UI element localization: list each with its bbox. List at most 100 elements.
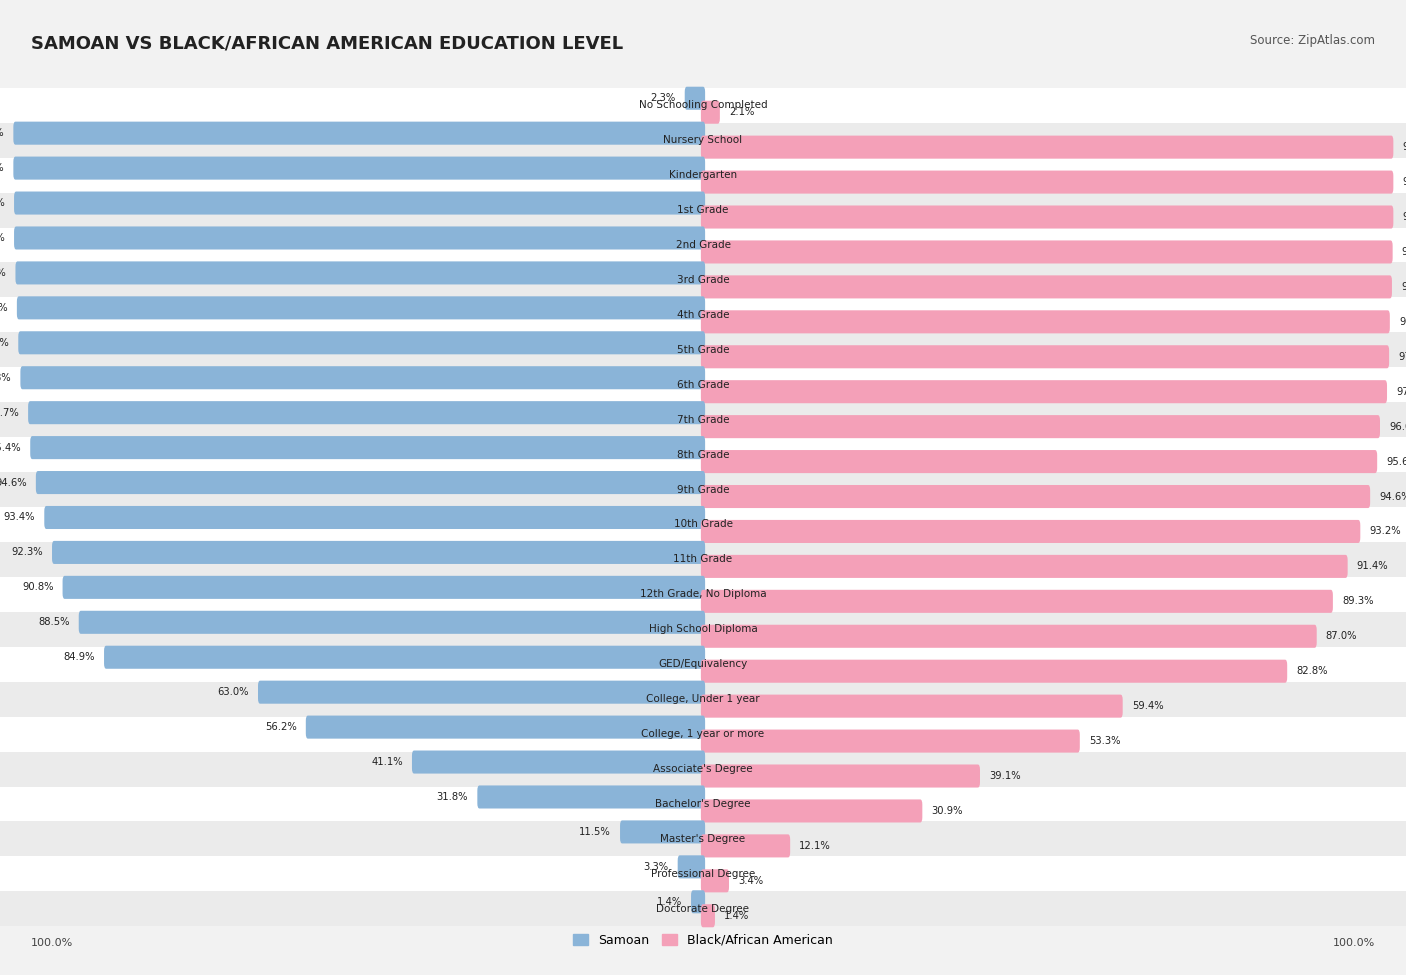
Text: 92.3%: 92.3% [11,547,44,558]
FancyBboxPatch shape [702,380,1388,404]
FancyBboxPatch shape [14,122,706,144]
FancyBboxPatch shape [620,820,706,843]
Text: Kindergarten: Kindergarten [669,170,737,180]
FancyBboxPatch shape [30,436,706,459]
Bar [0,402,1406,437]
Bar [0,88,1406,123]
Text: 97.3%: 97.3% [1398,352,1406,362]
FancyBboxPatch shape [702,310,1389,333]
Legend: Samoan, Black/African American: Samoan, Black/African American [568,929,838,952]
FancyBboxPatch shape [702,694,1123,718]
Text: 97.8%: 97.8% [1402,247,1406,257]
Text: 95.6%: 95.6% [1386,456,1406,467]
Bar [0,646,1406,682]
Text: GED/Equivalency: GED/Equivalency [658,659,748,669]
Text: 11th Grade: 11th Grade [673,555,733,565]
Text: 41.1%: 41.1% [371,757,404,767]
FancyBboxPatch shape [702,904,716,927]
Text: 100.0%: 100.0% [31,938,73,948]
Text: Bachelor's Degree: Bachelor's Degree [655,799,751,809]
FancyBboxPatch shape [692,890,706,914]
Text: 12.1%: 12.1% [799,840,831,851]
Text: 56.2%: 56.2% [264,722,297,732]
Text: 6th Grade: 6th Grade [676,379,730,390]
FancyBboxPatch shape [702,136,1393,159]
Text: College, 1 year or more: College, 1 year or more [641,729,765,739]
Text: 82.8%: 82.8% [1296,666,1327,677]
Text: 88.5%: 88.5% [38,617,70,627]
Text: 30.9%: 30.9% [932,806,963,816]
FancyBboxPatch shape [702,835,790,857]
FancyBboxPatch shape [702,590,1333,613]
FancyBboxPatch shape [702,345,1389,369]
Text: 97.1%: 97.1% [0,337,10,348]
FancyBboxPatch shape [702,800,922,823]
FancyBboxPatch shape [702,764,980,788]
Text: 100.0%: 100.0% [1333,938,1375,948]
FancyBboxPatch shape [678,855,706,878]
FancyBboxPatch shape [79,610,706,634]
FancyBboxPatch shape [702,450,1376,473]
Text: 8th Grade: 8th Grade [676,449,730,459]
Bar [0,193,1406,227]
FancyBboxPatch shape [702,415,1381,438]
Text: 97.9%: 97.9% [1403,177,1406,187]
FancyBboxPatch shape [702,729,1080,753]
Bar [0,262,1406,297]
FancyBboxPatch shape [702,206,1393,228]
Text: 1.4%: 1.4% [657,897,682,907]
Text: 2.3%: 2.3% [651,94,676,103]
FancyBboxPatch shape [478,786,706,808]
FancyBboxPatch shape [702,625,1317,647]
FancyBboxPatch shape [28,401,706,424]
FancyBboxPatch shape [44,506,706,529]
Text: Doctorate Degree: Doctorate Degree [657,904,749,914]
FancyBboxPatch shape [702,555,1348,578]
Text: 9th Grade: 9th Grade [676,485,730,494]
FancyBboxPatch shape [52,541,706,564]
Text: 95.7%: 95.7% [0,408,18,417]
Text: 97.9%: 97.9% [1403,142,1406,152]
Text: Source: ZipAtlas.com: Source: ZipAtlas.com [1250,34,1375,47]
FancyBboxPatch shape [14,191,706,214]
Bar [0,227,1406,262]
FancyBboxPatch shape [702,520,1361,543]
Text: 5th Grade: 5th Grade [676,345,730,355]
Bar [0,368,1406,402]
Text: 84.9%: 84.9% [63,652,94,662]
Bar [0,787,1406,821]
Text: 97.7%: 97.7% [0,233,4,243]
Text: 97.7%: 97.7% [1400,282,1406,292]
Text: 93.4%: 93.4% [4,513,35,523]
Text: 91.4%: 91.4% [1357,562,1388,571]
Bar [0,856,1406,891]
FancyBboxPatch shape [259,681,706,704]
Text: 89.3%: 89.3% [1343,597,1374,606]
Bar [0,612,1406,646]
Bar [0,891,1406,926]
Bar [0,682,1406,717]
Bar [0,821,1406,856]
Text: Associate's Degree: Associate's Degree [654,764,752,774]
Text: 31.8%: 31.8% [437,792,468,802]
Bar [0,752,1406,787]
Bar [0,542,1406,577]
Text: 90.8%: 90.8% [22,582,53,593]
Text: 10th Grade: 10th Grade [673,520,733,529]
FancyBboxPatch shape [37,471,706,494]
FancyBboxPatch shape [14,226,706,250]
Text: 97.7%: 97.7% [0,198,4,208]
Text: 97.3%: 97.3% [0,303,8,313]
Text: 2.1%: 2.1% [728,107,755,117]
FancyBboxPatch shape [63,576,706,599]
Bar [0,507,1406,542]
Text: 97.9%: 97.9% [1403,212,1406,222]
FancyBboxPatch shape [685,87,706,110]
Text: 7th Grade: 7th Grade [676,414,730,425]
Text: 97.8%: 97.8% [0,163,4,174]
Text: 96.0%: 96.0% [1389,421,1406,432]
FancyBboxPatch shape [702,241,1392,263]
Text: SAMOAN VS BLACK/AFRICAN AMERICAN EDUCATION LEVEL: SAMOAN VS BLACK/AFRICAN AMERICAN EDUCATI… [31,34,623,52]
Bar [0,577,1406,612]
Text: 94.6%: 94.6% [1379,491,1406,501]
